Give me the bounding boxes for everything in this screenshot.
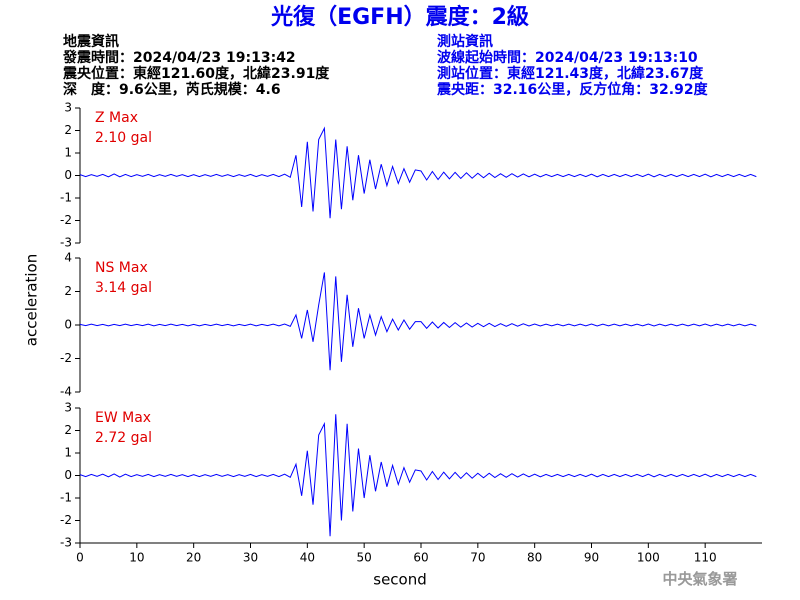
y-tick-label: 0 [64, 468, 72, 482]
event-epicenter: 震央位置：東經121.60度，北緯23.91度 [62, 65, 330, 82]
x-tick-label: 10 [129, 551, 144, 565]
waveform [79, 272, 757, 371]
x-tick-label: 80 [527, 551, 542, 565]
max-label: 2.10 gal [95, 130, 152, 146]
y-tick-label: 2 [64, 423, 72, 437]
y-tick-label: 2 [64, 123, 72, 137]
y-tick-label: 0 [64, 318, 72, 332]
y-tick-label: 3 [64, 401, 72, 415]
y-tick-label: 4 [64, 251, 72, 265]
event-time: 發震時間：2024/04/23 19:13:42 [62, 49, 296, 66]
event-heading: 地震資訊 [63, 33, 119, 50]
y-tick-label: -2 [60, 351, 72, 365]
x-axis-label: second [373, 571, 427, 589]
x-tick-label: 20 [186, 551, 201, 565]
y-tick-label: 1 [64, 146, 72, 160]
y-tick-label: -2 [60, 213, 72, 227]
y-tick-label: 1 [64, 446, 72, 460]
y-tick-label: 0 [64, 168, 72, 182]
component-label: Z Max [95, 110, 138, 126]
station-distance: 震央距：32.16公里，反方位角：32.92度 [436, 81, 709, 98]
title: 光復（EGFH）震度：2級 [270, 4, 529, 30]
max-label: 3.14 gal [95, 280, 152, 296]
station-location: 測站位置：東經121.43度，北緯23.67度 [437, 65, 704, 82]
y-tick-label: -1 [60, 191, 72, 205]
x-tick-label: 110 [694, 551, 717, 565]
event-depth: 深 度：9.6公里，芮氏規模：4.6 [63, 81, 281, 98]
x-tick-label: 0 [76, 551, 84, 565]
component-label: NS Max [95, 260, 148, 276]
y-tick-label: -1 [60, 491, 72, 505]
y-tick-label: -3 [60, 236, 72, 250]
max-label: 2.72 gal [95, 430, 152, 446]
y-tick-label: -4 [60, 385, 72, 399]
agency: 中央氣象署 [662, 570, 737, 588]
x-tick-label: 60 [413, 551, 428, 565]
station-start: 波線起始時間：2024/04/23 19:13:10 [437, 49, 698, 66]
x-tick-label: 50 [357, 551, 372, 565]
y-tick-label: 3 [64, 101, 72, 115]
waveform [79, 126, 757, 219]
x-tick-label: 40 [300, 551, 315, 565]
x-tick-label: 30 [243, 551, 258, 565]
y-tick-label: -2 [60, 513, 72, 527]
y-axis-label: acceleration [23, 254, 41, 346]
waveform [79, 414, 757, 537]
y-tick-label: -3 [60, 536, 72, 550]
y-tick-label: 2 [64, 284, 72, 298]
station-heading: 測站資訊 [437, 33, 493, 50]
x-tick-label: 90 [584, 551, 599, 565]
component-label: EW Max [95, 410, 151, 426]
x-tick-label: 100 [637, 551, 660, 565]
x-tick-label: 70 [470, 551, 485, 565]
